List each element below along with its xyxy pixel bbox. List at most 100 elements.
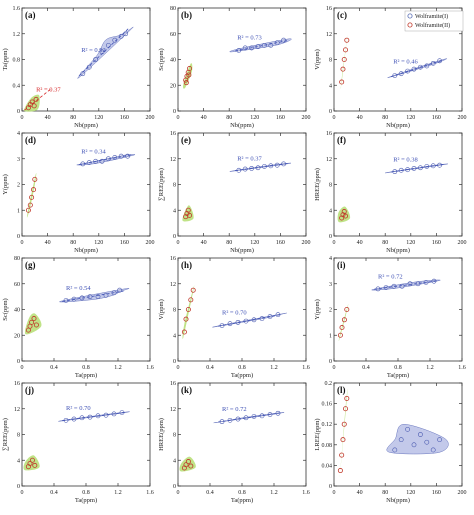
x-axis-label: Ta(ppm) xyxy=(75,497,97,504)
y-axis-label: Sc(ppm) xyxy=(158,48,165,70)
r2-label-wolframite-2: R² = 0.37 xyxy=(36,87,61,94)
x-tick-label: 1.6 xyxy=(458,365,466,371)
x-tick-label: 0 xyxy=(177,115,180,121)
panel-label: (j) xyxy=(25,385,34,395)
x-tick-label: 1.6 xyxy=(302,490,310,496)
y-tick-label: 0 xyxy=(17,359,20,365)
chart-panel-j: 0 0.4 0.8 1.2 1.6 0 4 8 12 16 Ta(ppm) ∑REE(ppm) (j) R… xyxy=(2,381,154,504)
x-tick-label: 0.4 xyxy=(362,365,370,371)
wolframite-1-point xyxy=(431,278,437,284)
r2-label-wolframite-1: R² = 0.54 xyxy=(66,285,91,292)
wolframite-1-point xyxy=(235,319,241,325)
y-tick-label: 3 xyxy=(17,157,20,163)
x-tick-label: 0.4 xyxy=(50,365,58,371)
panel-label: (d) xyxy=(25,135,36,145)
wolframite-1-fit-line xyxy=(218,313,282,327)
y-axis-label: Ta(ppm) xyxy=(2,48,9,70)
x-tick-label: 80 xyxy=(382,240,388,246)
y-axis-label: ∑REE(ppm) xyxy=(2,418,9,451)
x-tick-label: 1.6 xyxy=(302,365,310,371)
wolframite-1-point xyxy=(87,294,93,300)
wolframite-2-point xyxy=(186,72,192,78)
chart-panel-g: 0 0.4 0.8 1.2 1.6 0 20 40 60 80 Ta(ppm) Sc(ppm) (g) R… xyxy=(2,256,154,379)
wolframite-2-point xyxy=(341,421,347,427)
x-tick-label: 40 xyxy=(357,490,363,496)
wolframite-1-point xyxy=(411,166,417,171)
y-tick-label: 12 xyxy=(170,282,176,288)
y-tick-label: 16 xyxy=(14,381,20,387)
y-tick-label: 20 xyxy=(170,83,176,89)
wolframite-2-point xyxy=(339,452,345,458)
x-tick-label: 1.2 xyxy=(114,365,122,371)
wolframite-1-point xyxy=(63,417,69,423)
y-tick-label: 4 xyxy=(17,458,20,464)
x-tick-label: 0 xyxy=(333,240,336,246)
y-tick-label: 1.6 xyxy=(13,6,21,12)
wolframite-2-point xyxy=(29,99,35,105)
panel-label: (g) xyxy=(25,260,36,270)
wolframite-2-field xyxy=(23,455,40,471)
wolframite-1-point xyxy=(125,153,130,159)
chart-panel-e: 0 40 80 120 160 200 0 4 8 12 16 Nb(ppm) ∑REE(ppm) (e)… xyxy=(158,131,311,254)
y-tick-label: 0 xyxy=(173,484,176,490)
wolframite-1-point xyxy=(71,296,77,302)
wolframite-1-point xyxy=(71,416,77,422)
y-tick-label: 80 xyxy=(170,6,176,12)
x-tick-label: 200 xyxy=(458,240,467,246)
wolframite-1-point xyxy=(259,316,265,321)
y-axis-label: Y(ppm) xyxy=(2,174,9,195)
r2-label-wolframite-1: R² = 0.34 xyxy=(81,149,106,156)
wolframite-1-point xyxy=(375,286,381,292)
plot-frame xyxy=(21,382,151,487)
wolframite-2-field xyxy=(339,388,348,478)
wolframite-2-point xyxy=(343,47,349,53)
y-tick-label: 80 xyxy=(14,256,20,262)
y-tick-label: 3 xyxy=(329,282,332,288)
wolframite-1-point xyxy=(267,314,273,319)
wolframite-1-point xyxy=(118,33,124,39)
wolframite-2-point xyxy=(344,37,350,43)
x-axis-label: Nb(ppm) xyxy=(230,122,254,129)
wolframite-1-point xyxy=(95,294,101,300)
y-tick-label: 8 xyxy=(173,183,176,189)
y-tick-label: 16 xyxy=(326,6,332,12)
y-tick-label: 40 xyxy=(14,308,20,314)
wolframite-1-point xyxy=(275,312,281,318)
wolframite-2-point xyxy=(188,463,194,469)
wolframite-1-point xyxy=(399,283,405,289)
wolframite-2-point xyxy=(32,462,38,468)
y-tick-label: 1 xyxy=(17,208,20,214)
y-tick-label: 0 xyxy=(17,234,20,240)
wolframite-1-point xyxy=(383,285,389,291)
x-tick-label: 200 xyxy=(146,240,155,246)
wolframite-1-point xyxy=(281,161,286,167)
wolframite-1-point xyxy=(242,45,248,51)
y-tick-label: 0.08 xyxy=(322,443,333,449)
legend-label: Wolframite(II) xyxy=(415,22,450,29)
y-tick-label: 4 xyxy=(17,131,20,137)
wolframite-1-point xyxy=(249,166,254,171)
x-axis-label: Ta(ppm) xyxy=(75,372,97,379)
y-tick-label: 0 xyxy=(329,359,332,365)
wolframite-1-point xyxy=(437,58,442,64)
y-axis-label: HREE(ppm) xyxy=(158,418,165,451)
legend-marker xyxy=(407,22,413,28)
wolframite-2-point xyxy=(183,462,189,468)
wolframite-2-point xyxy=(27,460,33,466)
wolframite-1-fit-line xyxy=(62,411,126,422)
wolframite-2-point xyxy=(341,57,347,63)
plot-frame xyxy=(177,7,307,112)
y-tick-label: 4 xyxy=(173,458,176,464)
wolframite-1-point xyxy=(79,415,85,421)
x-tick-label: 1.2 xyxy=(114,490,122,496)
x-tick-label: 200 xyxy=(458,115,467,121)
x-axis-label: Ta(ppm) xyxy=(231,497,253,504)
x-tick-label: 40 xyxy=(201,240,207,246)
y-tick-label: 8 xyxy=(17,433,20,439)
y-tick-label: 4 xyxy=(329,208,332,214)
wolframite-2-point xyxy=(33,96,39,102)
wolframite-1-fit-line xyxy=(374,280,438,290)
wolframite-1-point xyxy=(243,318,249,324)
x-tick-label: 0.4 xyxy=(206,365,214,371)
wolframite-2-point xyxy=(31,187,37,193)
